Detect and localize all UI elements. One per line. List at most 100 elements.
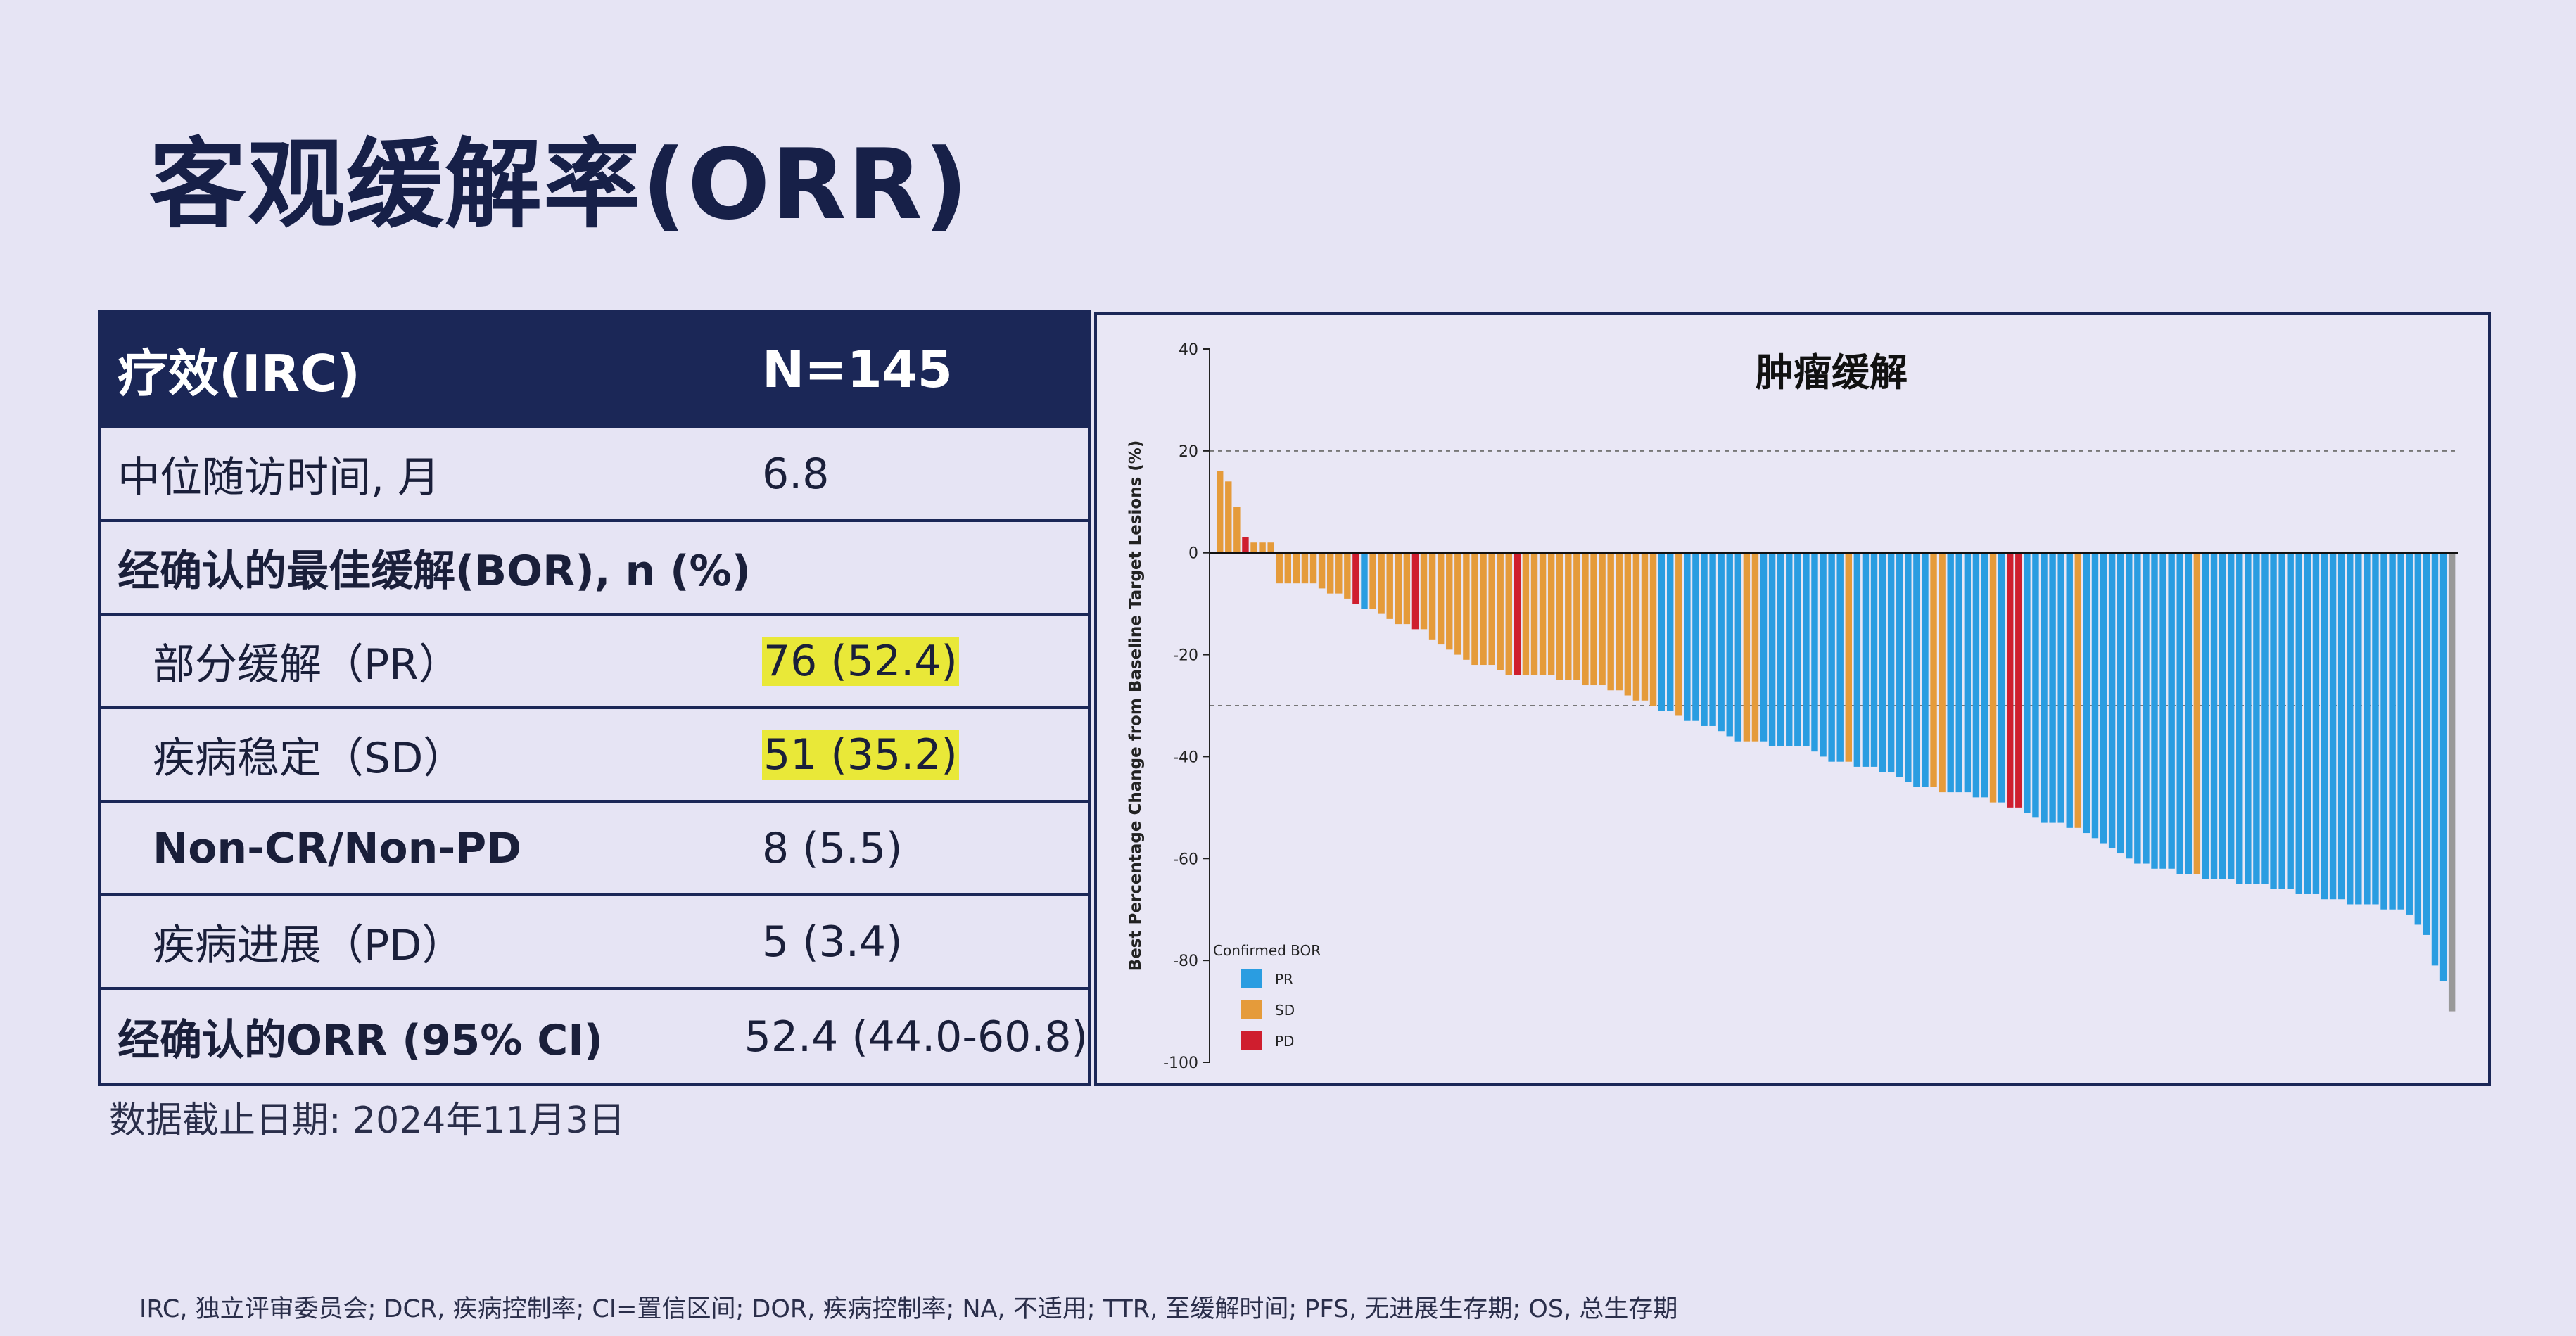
bar — [2439, 552, 2447, 981]
bar — [1777, 552, 1784, 746]
bar — [1607, 552, 1614, 691]
waterfall-chart-frame: 肿瘤缓解 40 20 0 -20 -40 -60 -80 -100 Best Percentage… — [1094, 312, 2491, 1086]
bar — [1514, 552, 1521, 675]
bar — [1964, 552, 1972, 793]
bar — [1318, 552, 1326, 589]
bar — [1734, 552, 1742, 742]
bar — [2337, 552, 2345, 900]
bar — [1344, 552, 1351, 599]
bar — [1242, 537, 1249, 553]
bar — [1828, 552, 1835, 762]
bar — [1922, 552, 1929, 787]
row-label: 经确认的最佳缓解(BOR), n (%) — [118, 547, 751, 596]
bar — [2414, 552, 2422, 925]
bar — [1666, 552, 1674, 711]
bar — [1428, 552, 1436, 640]
bar — [1463, 552, 1470, 660]
bar — [2049, 552, 2056, 823]
bar — [1403, 552, 1411, 625]
bar — [2024, 552, 2031, 813]
bar — [1913, 552, 1920, 787]
waterfall-chart: 肿瘤缓解 40 20 0 -20 -40 -60 -80 -100 Best Percentage… — [1127, 341, 2458, 1072]
bar — [1446, 552, 1453, 650]
bar — [1649, 552, 1657, 706]
bar — [1326, 552, 1334, 594]
bar — [2287, 552, 2294, 889]
bar — [2304, 552, 2311, 894]
table-row: Non-CR/Non-PD 8 (5.5) — [101, 803, 1088, 896]
bar — [1378, 552, 1385, 614]
bar — [1989, 552, 1997, 803]
row-value: 6.8 — [762, 449, 830, 499]
y-axis-label: Best Percentage Change from Baseline Tar… — [1127, 440, 1145, 972]
bar — [2185, 552, 2193, 874]
slide-title: 客观缓解率(ORR) — [149, 128, 970, 241]
legend-swatch — [1241, 1031, 1262, 1050]
y-tick-label: -100 — [1163, 1055, 1198, 1072]
bar — [1505, 552, 1512, 675]
legend-label: SD — [1275, 1002, 1295, 1019]
bar — [2227, 552, 2235, 879]
bar — [2423, 552, 2430, 935]
bar — [1556, 552, 1563, 680]
bar — [1590, 552, 1597, 686]
bar — [1547, 552, 1555, 675]
row-label: 经确认的ORR (95% CI) — [118, 1016, 603, 1065]
bar — [2219, 552, 2226, 879]
bar — [1480, 552, 1487, 666]
legend-swatch — [1241, 969, 1262, 988]
bar — [2091, 552, 2099, 839]
y-tick-label: -20 — [1173, 647, 1198, 665]
bar — [2431, 552, 2439, 966]
bar — [2270, 552, 2277, 889]
bar — [2041, 552, 2048, 823]
table-row: 经确认的ORR (95% CI) 52.4 (44.0-60.8) — [101, 990, 1088, 1083]
bar — [2355, 552, 2362, 905]
bar — [2448, 552, 2456, 1012]
bar — [2159, 552, 2166, 869]
bar — [2143, 552, 2150, 864]
bar — [1955, 552, 1962, 793]
bar — [1930, 552, 1937, 787]
bar — [1768, 552, 1776, 746]
footnote: IRC, 独立评审委员会; DCR, 疾病控制率; CI=置信区间; DOR, … — [139, 1295, 1678, 1323]
bar — [1658, 552, 1665, 711]
bar — [2134, 552, 2141, 864]
bar — [2168, 552, 2175, 869]
bar — [1632, 552, 1640, 701]
bar — [1701, 552, 1708, 726]
bar — [1395, 552, 1402, 625]
bar — [1845, 552, 1852, 762]
bar — [2176, 552, 2183, 874]
bar — [1411, 552, 1419, 630]
bar — [1276, 552, 1283, 584]
bar — [1718, 552, 1725, 732]
legend-swatch — [1241, 1000, 1262, 1019]
bar — [2380, 552, 2387, 910]
efficacy-table: 疗效(IRC) N=145 中位随访时间, 月 6.8 经确认的最佳缓解(BOR… — [98, 310, 1091, 1086]
bar — [2329, 552, 2337, 900]
bar — [1565, 552, 1572, 680]
bar — [2321, 552, 2328, 900]
bar — [1233, 507, 1241, 553]
bar — [2295, 552, 2302, 894]
row-value: 5 (3.4) — [762, 917, 903, 967]
bar — [1616, 552, 1623, 691]
bar — [2007, 552, 2014, 808]
bar — [1352, 552, 1359, 604]
bar — [1454, 552, 1461, 655]
y-tick-label: -60 — [1173, 851, 1198, 868]
bar — [2015, 552, 2022, 808]
row-label: 疾病稳定（SD） — [153, 734, 466, 783]
bar — [1301, 552, 1309, 584]
y-tick-label: 20 — [1179, 443, 1198, 461]
bar — [2389, 552, 2396, 910]
bar — [1853, 552, 1861, 767]
bar — [1599, 552, 1606, 686]
bar — [1879, 552, 1886, 772]
row-label: Non-CR/Non-PD — [153, 823, 522, 873]
bar — [2108, 552, 2116, 848]
bar — [1751, 552, 1759, 742]
bar — [2278, 552, 2285, 889]
bar — [1939, 552, 1946, 793]
